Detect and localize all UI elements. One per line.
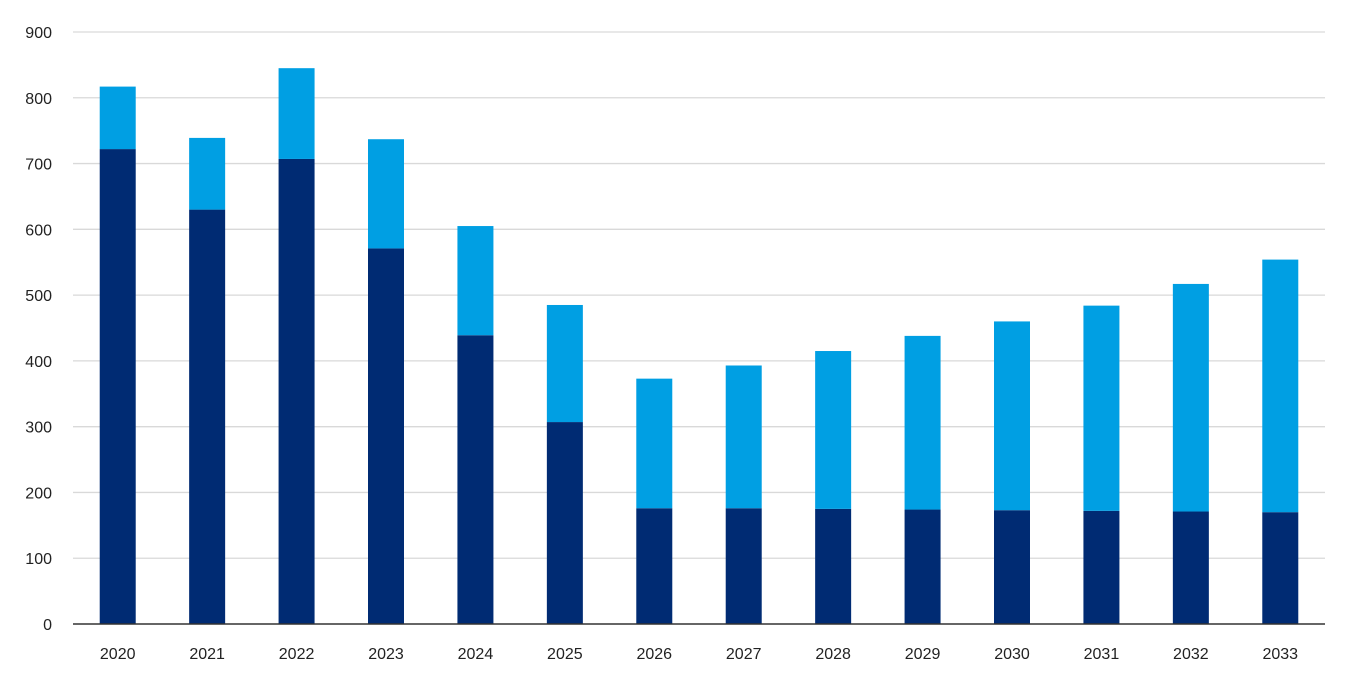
y-tick-label: 500 — [25, 288, 52, 305]
bar-2021-segment-1 — [189, 209, 226, 624]
x-tick-label: 2032 — [1173, 646, 1209, 663]
x-tick-label: 2023 — [368, 646, 404, 663]
bar-2032-segment-1 — [1172, 511, 1209, 624]
bar-2023-segment-2 — [368, 139, 404, 249]
bar-2025-segment-2 — [546, 304, 583, 423]
tick-labels: 0 100 200 300 400 500 600 700 800 900 2020 2021 2022… — [25, 25, 1298, 663]
bar-2026-segment-1 — [636, 508, 673, 624]
bar-2023-segment-1 — [368, 248, 404, 625]
x-tick-label: 2022 — [279, 646, 315, 663]
x-tick-label: 2028 — [815, 646, 851, 663]
bar-2020-segment-1 — [99, 149, 136, 624]
bar-2030-segment-1 — [994, 510, 1030, 624]
y-tick-label: 100 — [25, 551, 52, 568]
y-tick-label: 200 — [25, 485, 52, 502]
y-tick-label: 0 — [43, 617, 52, 634]
bar-2029-segment-2 — [904, 335, 941, 510]
bar-2033-segment-2 — [1262, 259, 1299, 513]
x-tick-label: 2033 — [1262, 646, 1298, 663]
x-tick-label: 2025 — [547, 646, 583, 663]
x-tick-label: 2030 — [994, 646, 1030, 663]
bar-2022-segment-1 — [278, 158, 315, 624]
x-tick-label: 2026 — [636, 646, 672, 663]
x-tick-label: 2031 — [1084, 646, 1120, 663]
bar-2025-segment-1 — [546, 422, 583, 624]
y-tick-label: 300 — [25, 420, 52, 437]
bar-2027-segment-1 — [725, 508, 762, 624]
bar-2028-segment-1 — [815, 508, 852, 624]
bar-2026-segment-2 — [636, 378, 673, 509]
bar-2027-segment-2 — [725, 365, 762, 509]
bar-2032-segment-2 — [1172, 283, 1209, 512]
bar-2022-segment-2 — [278, 68, 315, 159]
gridlines — [73, 31, 1325, 559]
bar-2021-segment-2 — [189, 137, 226, 210]
y-tick-label: 600 — [25, 222, 52, 239]
bar-2031-segment-2 — [1083, 305, 1120, 511]
y-tick-label: 700 — [25, 157, 52, 174]
bars — [99, 68, 1299, 625]
bar-2024-segment-2 — [457, 226, 494, 336]
x-tick-label: 2027 — [726, 646, 762, 663]
x-tick-label: 2029 — [905, 646, 941, 663]
x-tick-label: 2021 — [189, 646, 225, 663]
bar-2028-segment-2 — [815, 351, 852, 509]
bar-2030-segment-2 — [994, 321, 1030, 511]
bar-2024-segment-1 — [457, 335, 494, 624]
x-tick-label: 2020 — [100, 646, 136, 663]
x-tick-label: 2024 — [458, 646, 494, 663]
bar-2033-segment-1 — [1262, 512, 1299, 624]
y-tick-label: 900 — [25, 25, 52, 42]
y-tick-label: 400 — [25, 354, 52, 371]
bar-2020-segment-2 — [99, 86, 136, 150]
y-tick-label: 800 — [25, 91, 52, 108]
bar-2029-segment-1 — [904, 509, 941, 624]
bar-2031-segment-1 — [1083, 510, 1120, 624]
